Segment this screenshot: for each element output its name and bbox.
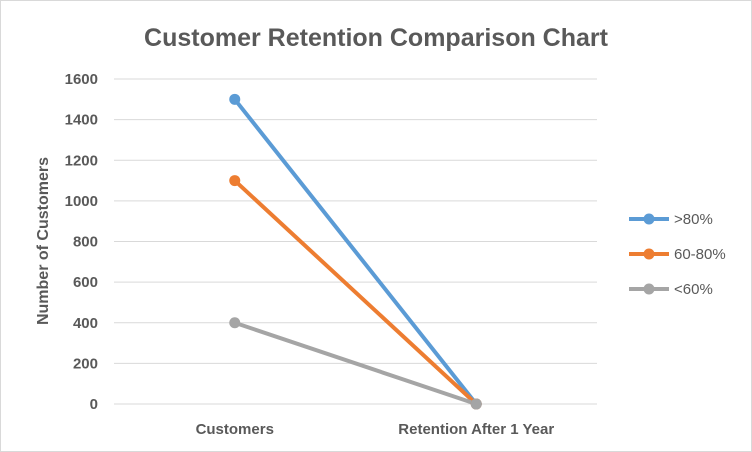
y-tick-label: 400 bbox=[73, 315, 98, 332]
series-line bbox=[232, 178, 479, 406]
y-axis-title: Number of Customers bbox=[35, 157, 52, 325]
chart-title: Customer Retention Comparison Chart bbox=[144, 24, 609, 52]
data-point bbox=[229, 93, 241, 105]
data-point bbox=[470, 398, 482, 410]
y-tick-label: 1600 bbox=[65, 71, 98, 88]
series-group bbox=[229, 93, 482, 410]
x-axis-ticks: Customers Retention After 1 Year bbox=[196, 421, 555, 438]
legend-marker bbox=[643, 248, 655, 260]
y-tick-label: 0 bbox=[90, 396, 98, 413]
series-line bbox=[232, 320, 479, 406]
gridlines bbox=[114, 78, 597, 405]
legend-label: <60% bbox=[674, 281, 713, 298]
y-tick-label: 1000 bbox=[65, 193, 98, 210]
legend-label: >80% bbox=[674, 211, 713, 228]
y-axis-ticks: 0 200 400 600 800 1000 1200 1400 1600 bbox=[65, 71, 98, 413]
y-tick-label: 600 bbox=[73, 274, 98, 291]
x-tick-label: Retention After 1 Year bbox=[398, 421, 554, 438]
legend-marker bbox=[643, 283, 655, 295]
y-tick-label: 1200 bbox=[65, 152, 98, 169]
data-point bbox=[229, 317, 241, 329]
x-tick-label: Customers bbox=[196, 421, 274, 438]
series-line bbox=[232, 97, 479, 406]
legend-marker bbox=[643, 213, 655, 225]
legend-label: 60-80% bbox=[674, 246, 726, 263]
data-point bbox=[229, 175, 241, 187]
legend: >80% 60-80% <60% bbox=[629, 211, 726, 298]
y-tick-label: 1400 bbox=[65, 112, 98, 129]
y-tick-label: 800 bbox=[73, 234, 98, 251]
y-tick-label: 200 bbox=[73, 355, 98, 372]
